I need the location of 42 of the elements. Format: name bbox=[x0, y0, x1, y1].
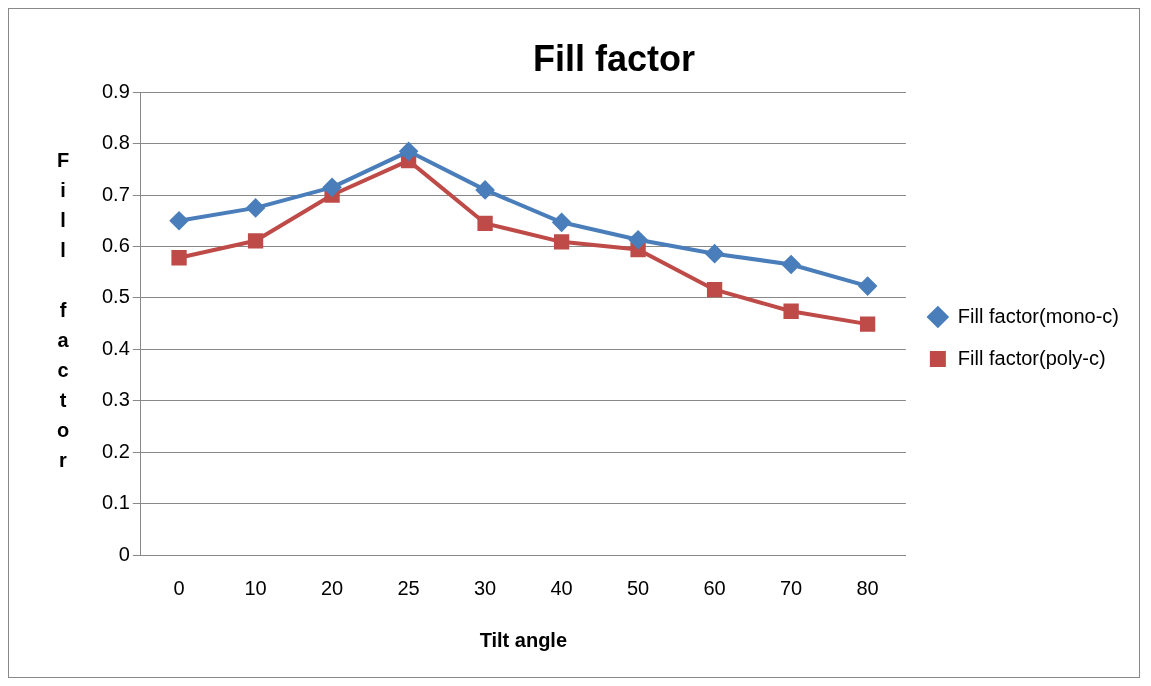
y-tick-label: 0.6 bbox=[101, 233, 130, 256]
x-tick-label: 25 bbox=[397, 576, 420, 599]
point bbox=[171, 250, 187, 266]
point bbox=[552, 213, 571, 232]
x-tick-label: 10 bbox=[244, 576, 267, 599]
x-tick-label: 50 bbox=[626, 576, 650, 599]
point bbox=[629, 230, 648, 249]
x-tick-label: 70 bbox=[779, 576, 803, 599]
point bbox=[858, 277, 877, 296]
y-tick-label: 0.9 bbox=[101, 79, 130, 102]
point bbox=[399, 142, 418, 161]
x-tick-label: 0 bbox=[173, 576, 185, 599]
point bbox=[477, 215, 493, 231]
legend-label: Fill factor(mono-c) bbox=[957, 304, 1120, 327]
y-axis-title: Fill factor bbox=[52, 149, 74, 479]
point bbox=[553, 234, 570, 250]
point bbox=[705, 244, 724, 263]
x-axis-title: Tilt angle bbox=[479, 628, 568, 651]
chart-title: Fill factor bbox=[532, 37, 696, 79]
point bbox=[476, 180, 495, 199]
point bbox=[859, 316, 876, 332]
point bbox=[323, 178, 342, 197]
y-tick-label: 0.1 bbox=[101, 491, 130, 514]
x-tick-label: 60 bbox=[703, 576, 726, 599]
point bbox=[247, 233, 264, 249]
point bbox=[170, 211, 189, 230]
point bbox=[246, 198, 265, 217]
point bbox=[783, 303, 799, 319]
point bbox=[782, 255, 801, 274]
y-tick-label: 0.3 bbox=[101, 388, 130, 411]
y-tick-label: 0.5 bbox=[101, 285, 130, 308]
x-tick-label: 80 bbox=[856, 576, 879, 599]
y-tick-label: 0.8 bbox=[101, 131, 130, 154]
x-tick-label: 30 bbox=[473, 576, 497, 599]
y-tick-label: 0.4 bbox=[101, 336, 130, 359]
y-tick-label: 0 bbox=[118, 542, 130, 565]
y-tick-label: 0.7 bbox=[101, 182, 130, 205]
x-tick-label: 20 bbox=[320, 576, 344, 599]
x-tick-label: 40 bbox=[550, 576, 573, 599]
y-tick-label: 0.2 bbox=[101, 439, 130, 462]
point bbox=[706, 282, 723, 298]
legend-label: Fill factor(poly-c) bbox=[957, 346, 1106, 369]
